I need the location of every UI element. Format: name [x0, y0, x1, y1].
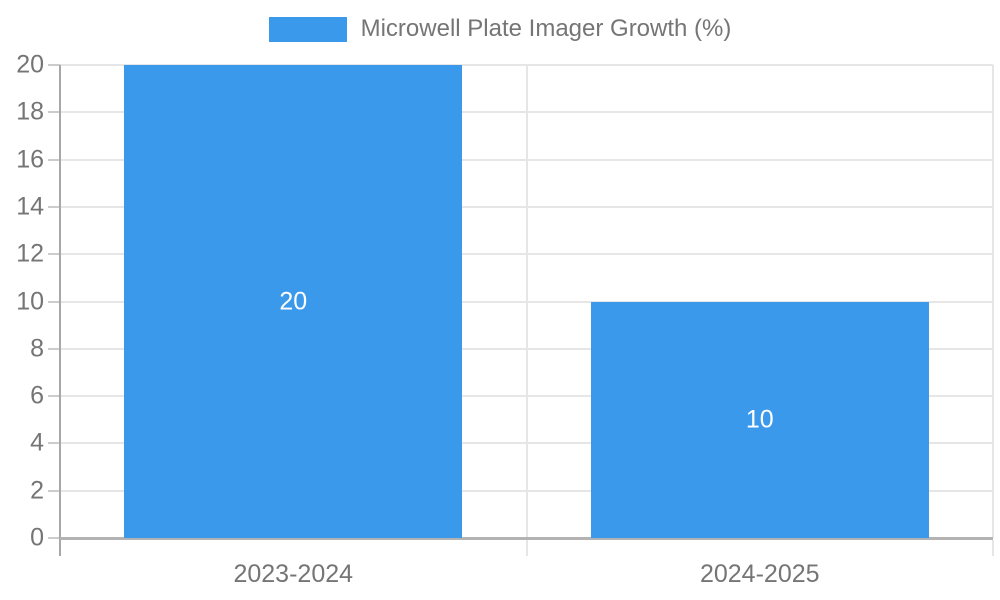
y-axis-line — [59, 65, 61, 556]
y-axis-tick-label: 14 — [16, 192, 44, 221]
y-axis-tick — [48, 111, 60, 114]
y-axis-tick-label: 0 — [30, 523, 44, 552]
y-axis-tick-label: 20 — [16, 50, 44, 79]
x-axis-tick — [525, 540, 528, 556]
y-axis-tick — [48, 205, 60, 208]
y-axis-tick-label: 6 — [30, 381, 44, 410]
y-axis-tick — [48, 347, 60, 350]
y-axis-tick — [48, 442, 60, 445]
y-axis-tick-label: 10 — [16, 287, 44, 315]
y-axis-tick — [48, 489, 60, 492]
y-axis-tick — [48, 395, 60, 398]
bar-value-label: 20 — [279, 287, 308, 315]
x-gridline — [525, 65, 528, 538]
y-axis-tick — [48, 64, 60, 66]
x-axis-tick — [992, 540, 994, 556]
y-axis-tick — [48, 300, 60, 303]
y-axis-tick-label: 18 — [16, 97, 44, 126]
y-axis-tick-label: 12 — [16, 239, 44, 268]
legend-label: Microwell Plate Imager Growth (%) — [360, 15, 732, 42]
x-axis-category-label: 2024-2025 — [699, 560, 820, 588]
chart-legend: Microwell Plate Imager Growth (%) — [0, 15, 1000, 43]
y-axis-tick-label: 16 — [16, 145, 44, 174]
y-axis-tick — [48, 537, 60, 539]
y-axis-tick — [48, 253, 60, 256]
y-axis-tick — [48, 158, 60, 161]
bar-2024-2025 — [590, 301, 929, 538]
bar-2023-2024 — [124, 65, 463, 538]
x-gridline — [992, 65, 994, 538]
y-axis-tick-label: 2 — [30, 476, 44, 505]
bar-value-label: 10 — [745, 405, 774, 434]
x-axis-line — [60, 537, 993, 540]
x-axis-category-label: 2023-2024 — [233, 560, 354, 588]
y-axis-tick-label: 8 — [30, 334, 44, 363]
legend-swatch — [268, 16, 347, 42]
y-axis-tick-label: 4 — [30, 428, 44, 457]
